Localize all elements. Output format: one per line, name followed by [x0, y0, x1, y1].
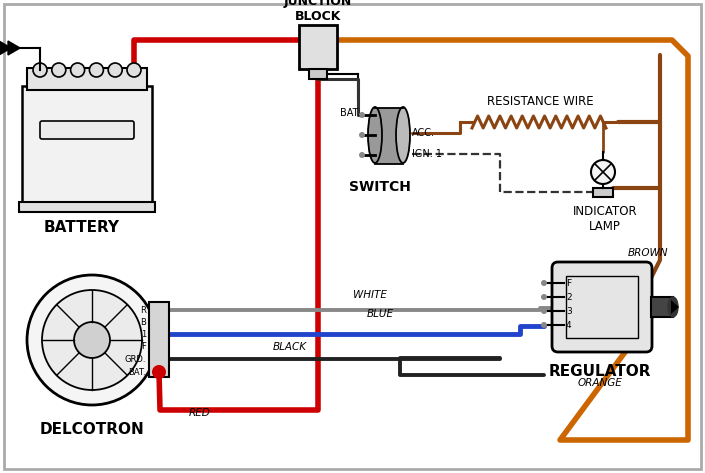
Text: INDICATOR
LAMP: INDICATOR LAMP [572, 205, 637, 233]
FancyBboxPatch shape [593, 188, 613, 197]
Circle shape [70, 63, 85, 77]
Circle shape [541, 280, 547, 286]
FancyBboxPatch shape [375, 108, 403, 164]
Circle shape [74, 322, 110, 358]
Circle shape [33, 63, 47, 77]
Circle shape [27, 275, 157, 405]
Polygon shape [671, 300, 679, 314]
Text: BLACK: BLACK [273, 342, 307, 352]
Text: REGULATOR: REGULATOR [548, 364, 651, 379]
FancyBboxPatch shape [309, 69, 327, 79]
Text: ACC.: ACC. [412, 128, 435, 138]
Polygon shape [0, 41, 11, 55]
Text: BAT.: BAT. [340, 108, 360, 118]
Text: B: B [140, 317, 146, 326]
Circle shape [42, 290, 142, 390]
Circle shape [108, 63, 122, 77]
Text: RESISTANCE WIRE: RESISTANCE WIRE [486, 95, 594, 108]
Circle shape [90, 63, 104, 77]
Text: ORANGE: ORANGE [577, 378, 623, 388]
FancyBboxPatch shape [552, 262, 652, 352]
Text: GRD.: GRD. [125, 354, 146, 363]
FancyBboxPatch shape [40, 121, 134, 139]
Circle shape [127, 63, 141, 77]
Text: DELCOTRON: DELCOTRON [39, 422, 145, 437]
Text: 4: 4 [566, 321, 572, 330]
Text: 1: 1 [141, 330, 146, 339]
Text: F: F [566, 279, 571, 288]
FancyBboxPatch shape [19, 202, 155, 212]
Circle shape [51, 63, 66, 77]
Text: RED: RED [189, 408, 211, 418]
FancyBboxPatch shape [149, 302, 169, 377]
FancyBboxPatch shape [22, 86, 152, 206]
Ellipse shape [396, 107, 410, 163]
Ellipse shape [368, 107, 382, 163]
Circle shape [359, 132, 365, 138]
Circle shape [541, 322, 547, 328]
Circle shape [541, 294, 547, 300]
Ellipse shape [668, 297, 678, 317]
Text: BLUE: BLUE [367, 309, 393, 319]
Circle shape [359, 152, 365, 158]
Text: IGN. 1: IGN. 1 [412, 149, 442, 159]
Text: BAT.: BAT. [128, 368, 146, 377]
Text: 2: 2 [566, 292, 572, 301]
Circle shape [152, 365, 166, 379]
Text: R: R [140, 306, 146, 315]
Text: F: F [141, 342, 146, 350]
Text: WHITE: WHITE [353, 290, 387, 300]
FancyBboxPatch shape [651, 297, 673, 317]
Circle shape [591, 160, 615, 184]
FancyBboxPatch shape [299, 25, 337, 69]
Text: 3: 3 [566, 307, 572, 315]
Circle shape [359, 112, 365, 118]
FancyBboxPatch shape [27, 68, 147, 90]
Polygon shape [8, 41, 20, 55]
Text: SWITCH: SWITCH [349, 180, 411, 194]
Text: JUNCTION
BLOCK: JUNCTION BLOCK [284, 0, 352, 23]
Circle shape [541, 308, 547, 314]
Text: BROWN: BROWN [627, 248, 668, 258]
Text: BATTERY: BATTERY [44, 220, 120, 235]
